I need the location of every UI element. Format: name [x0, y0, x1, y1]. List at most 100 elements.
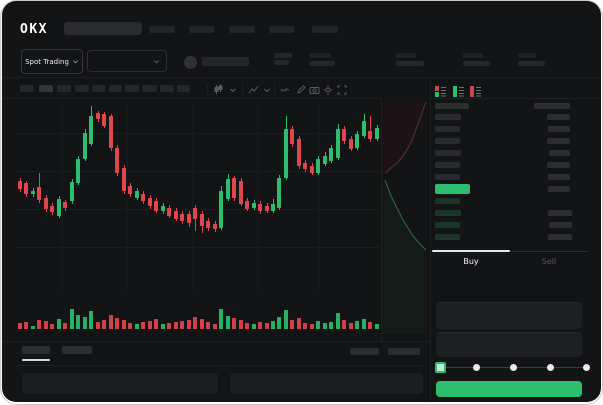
volume-bar — [213, 324, 217, 329]
nav-item[interactable] — [229, 26, 255, 33]
volume-bar — [368, 322, 372, 329]
market-type-dropdown[interactable]: Spot Trading — [21, 49, 83, 74]
price-placeholder-bar — [274, 60, 289, 65]
candle — [89, 116, 93, 144]
nav-item[interactable] — [189, 26, 214, 33]
ask-row-price[interactable] — [435, 150, 461, 156]
candle — [37, 187, 41, 200]
timeframe-button[interactable] — [57, 85, 71, 92]
candle — [50, 206, 54, 212]
price-input[interactable] — [436, 302, 582, 329]
candle — [206, 221, 210, 228]
candle — [109, 116, 113, 148]
ask-row-price[interactable] — [435, 114, 461, 120]
timeframe-button[interactable] — [75, 85, 89, 92]
timeframe-button[interactable] — [177, 85, 190, 92]
volume-bar — [161, 324, 165, 329]
section-divider — [431, 98, 601, 99]
bottom-action-placeholder[interactable] — [350, 348, 379, 355]
candle-style-icon[interactable] — [213, 84, 224, 95]
slider-dot[interactable] — [547, 364, 554, 371]
nav-item[interactable] — [269, 26, 294, 33]
tab-buy[interactable]: Buy — [463, 257, 479, 266]
book-asks-icon[interactable] — [470, 82, 482, 97]
volume-bar — [200, 319, 204, 329]
bid-row-amount — [548, 210, 572, 216]
bottom-tab[interactable] — [22, 346, 50, 354]
candle — [252, 203, 256, 208]
last-price-bar[interactable] — [435, 184, 470, 194]
candle — [245, 201, 249, 209]
slider-handle[interactable] — [435, 362, 446, 373]
market-type-label: Spot Trading — [25, 57, 69, 66]
slider-dot[interactable] — [583, 364, 590, 371]
section-divider — [2, 341, 431, 342]
coin-icon — [184, 56, 197, 69]
draw-icon[interactable] — [296, 85, 306, 95]
ask-row-price[interactable] — [435, 162, 460, 168]
candle — [323, 156, 327, 164]
candle — [232, 178, 236, 198]
ask-row-price[interactable] — [435, 126, 460, 132]
volume-bar — [303, 323, 307, 329]
candle — [200, 214, 204, 226]
volume-bar — [206, 322, 210, 329]
volume-bar — [57, 319, 61, 329]
volume-bar — [277, 317, 281, 329]
bottom-action-placeholder[interactable] — [388, 348, 420, 355]
candle — [135, 191, 139, 198]
volume-bar — [336, 313, 340, 329]
candle — [290, 129, 294, 144]
chevron-down-icon[interactable] — [263, 86, 271, 94]
book-bids-icon[interactable] — [453, 82, 465, 97]
timeframe-button[interactable] — [160, 85, 174, 92]
book-combined-icon[interactable] — [435, 82, 447, 97]
timeframe-button[interactable] — [125, 85, 139, 92]
candle — [226, 179, 230, 199]
candle — [76, 159, 80, 183]
candle — [141, 194, 145, 201]
stat-label-placeholder — [463, 53, 483, 58]
timeframe-button[interactable] — [92, 85, 105, 92]
timeframe-button[interactable] — [109, 85, 122, 92]
timeframe-button[interactable] — [39, 85, 53, 92]
volume-bar — [219, 309, 223, 329]
bid-row-price[interactable] — [435, 210, 461, 216]
volume-bar — [128, 323, 132, 329]
candle — [310, 166, 314, 173]
timeframe-button[interactable] — [20, 85, 34, 92]
amount-input[interactable] — [436, 332, 582, 357]
slider-dot[interactable] — [473, 364, 480, 371]
bottom-panel-placeholder — [22, 373, 218, 394]
pair-selector-dropdown[interactable] — [87, 50, 167, 72]
volume-bar — [115, 318, 119, 329]
chevron-down-icon[interactable] — [229, 86, 237, 94]
nav-item[interactable] — [312, 26, 338, 33]
timeframe-button[interactable] — [142, 85, 157, 92]
trade-tabs-divider — [432, 251, 588, 252]
tab-sell[interactable]: Sell — [541, 257, 557, 266]
buy-submit-button[interactable] — [436, 381, 582, 397]
bottom-tab[interactable] — [62, 346, 92, 354]
candle — [174, 211, 178, 219]
stat-value-placeholder — [518, 61, 545, 66]
indicator-icon[interactable] — [248, 84, 259, 95]
settings-icon[interactable] — [323, 85, 333, 95]
candle — [18, 181, 22, 189]
slider-dot[interactable] — [510, 364, 517, 371]
ask-row-price[interactable] — [435, 138, 460, 144]
camera-icon[interactable] — [309, 85, 320, 95]
search-input[interactable] — [64, 22, 142, 35]
fullscreen-icon[interactable] — [337, 85, 347, 95]
gridline-vertical — [319, 101, 320, 291]
line-tool-icon[interactable] — [280, 85, 290, 95]
nav-item[interactable] — [149, 26, 175, 33]
bid-row-price[interactable] — [435, 234, 460, 240]
price-chart-canvas[interactable] — [16, 101, 380, 291]
volume-bar — [70, 309, 74, 329]
bid-row-price[interactable] — [435, 198, 460, 204]
bid-row-price[interactable] — [435, 222, 460, 228]
ask-row-amount — [548, 126, 570, 132]
volume-bar — [290, 320, 294, 329]
ask-row-price[interactable] — [435, 174, 460, 180]
